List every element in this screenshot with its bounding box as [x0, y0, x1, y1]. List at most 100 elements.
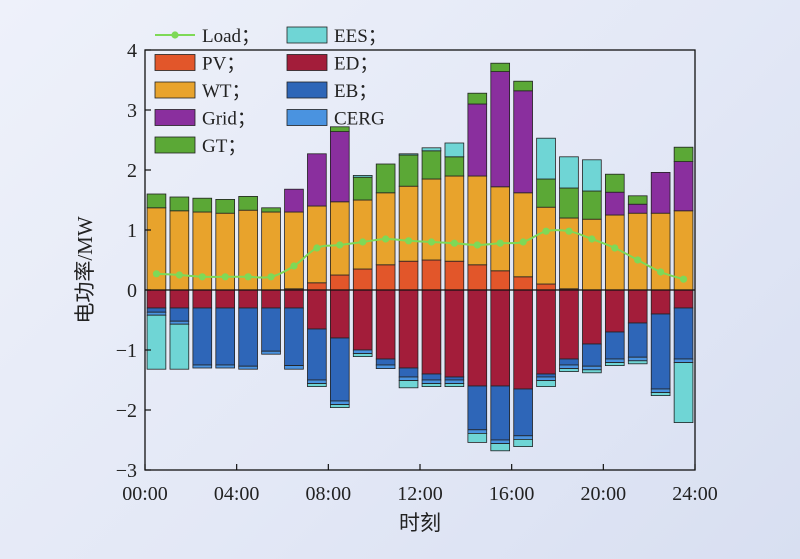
bar-wt-h15	[490, 186, 511, 272]
bar-gt-h9	[352, 176, 373, 201]
bar-cerg-neg-h11	[398, 376, 419, 381]
legend-marker-load	[171, 31, 179, 39]
bar-grid-h15	[490, 71, 511, 188]
bar-pv-h10	[375, 264, 396, 291]
legend-swatch-pv	[154, 54, 196, 71]
bar-ed-neg-h3	[215, 289, 236, 309]
bar-cerg-neg-h14	[467, 429, 488, 434]
bar-ed-neg-h14	[467, 289, 488, 387]
bar-ed-neg-h12	[421, 289, 442, 375]
bar-gt-h13	[444, 156, 465, 177]
bar-ed-neg-h9	[352, 289, 373, 351]
bar-gt-h20	[604, 173, 625, 193]
load-point-h4	[244, 273, 252, 281]
bar-cerg-neg-h19	[582, 365, 602, 371]
load-point-h3	[221, 273, 229, 281]
bar-cerg-neg-h23	[673, 358, 694, 363]
bar-wt-h14	[467, 175, 488, 266]
y-tick-label: −3	[116, 460, 137, 482]
bar-ees-neg-h18	[559, 368, 579, 373]
bar-ed-neg-h11	[398, 289, 419, 369]
y-tick-label: 4	[127, 40, 137, 62]
legend-swatch-wt	[154, 81, 196, 99]
bar-grid-h20	[604, 191, 625, 216]
bar-grid-h14	[467, 103, 488, 177]
bar-ees-neg-h11	[398, 380, 419, 389]
bar-pv-h8	[329, 274, 350, 291]
load-point-h9	[359, 238, 367, 246]
bar-wt-h7	[307, 205, 327, 284]
bar-ed-neg-h18	[559, 289, 579, 360]
bar-ees-neg-h19	[582, 369, 602, 374]
bar-eb-neg-h13	[444, 376, 465, 381]
legend-label-wt: WT；	[202, 81, 251, 102]
bar-eb-neg-h0	[146, 307, 167, 313]
bar-ees-neg-h21	[627, 360, 648, 365]
bar-ed-neg-h7	[307, 289, 327, 330]
bar-grid-h8	[329, 131, 350, 203]
x-tick-label: 00:00	[122, 483, 168, 505]
bar-cerg-neg-h16	[513, 435, 533, 440]
load-point-h20	[611, 244, 619, 252]
load-point-h5	[267, 273, 275, 281]
bar-cerg-neg-h6	[284, 365, 304, 370]
bar-wt-h9	[352, 199, 373, 270]
bar-ed-neg-h4	[238, 289, 258, 309]
bar-cerg-neg-h10	[375, 364, 396, 369]
bar-gt-h0	[146, 193, 167, 209]
bar-gt-h5	[261, 207, 281, 213]
bar-cerg-neg-h3	[215, 364, 236, 369]
bar-ees-neg-h13	[444, 383, 465, 388]
bar-grid-h6	[284, 188, 304, 213]
bar-ed-neg-h2	[192, 289, 213, 309]
bar-ees-neg-h8	[329, 404, 350, 409]
bar-cerg-neg-h1	[169, 320, 190, 325]
bar-ees-h12	[421, 147, 442, 152]
bar-gt-h14	[467, 92, 488, 105]
bar-ees-neg-h16	[513, 438, 533, 447]
load-point-h6	[290, 262, 298, 270]
bar-grid-h16	[513, 90, 533, 194]
legend-swatch-grid	[154, 109, 196, 126]
load-point-h22	[657, 268, 665, 276]
bar-eb-neg-h15	[490, 385, 511, 441]
bar-eb-neg-h5	[261, 307, 281, 352]
bar-eb-neg-h18	[559, 358, 579, 366]
y-tick-label: 3	[127, 100, 137, 122]
load-point-h11	[404, 237, 413, 245]
load-point-h7	[313, 244, 321, 252]
load-point-h19	[588, 235, 596, 243]
bar-gt-h11	[398, 154, 419, 187]
bar-eb-neg-h20	[604, 331, 625, 360]
bar-ees-neg-h22	[650, 392, 671, 397]
bar-pv-h14	[467, 264, 488, 291]
bar-grid-h21	[627, 203, 648, 214]
y-tick-label: −1	[116, 340, 137, 362]
bar-stack-group	[146, 62, 694, 452]
bar-ees-h9	[352, 174, 373, 178]
bar-eb-neg-h21	[627, 322, 648, 358]
bar-pv-h16	[513, 276, 533, 291]
legend-swatch-cerg	[286, 109, 328, 126]
y-axis-title: 电功率/MW	[73, 216, 97, 324]
bar-cerg-neg-h17	[536, 376, 556, 381]
bar-ed-neg-h16	[513, 289, 533, 390]
legend-label-grid: Grid；	[202, 109, 256, 130]
bar-ees-neg-h12	[421, 383, 442, 388]
bar-wt-h20	[604, 214, 625, 291]
bar-gt-h17	[536, 178, 556, 208]
bar-wt-h17	[536, 206, 556, 285]
bar-cerg-neg-h8	[329, 400, 350, 405]
x-tick-label: 16:00	[489, 483, 535, 505]
bar-eb-neg-h23	[673, 307, 694, 360]
load-line-group	[152, 227, 688, 283]
bar-eb-neg-h11	[398, 367, 419, 378]
bar-gt-h8	[329, 126, 350, 133]
bar-eb-neg-h2	[192, 307, 213, 366]
bar-ed-neg-h19	[582, 289, 602, 345]
bar-ees-neg-h23	[673, 362, 694, 424]
bar-cerg-neg-h22	[650, 388, 671, 393]
bar-cerg-neg-h0	[146, 311, 167, 316]
bar-pv-h13	[444, 260, 465, 291]
